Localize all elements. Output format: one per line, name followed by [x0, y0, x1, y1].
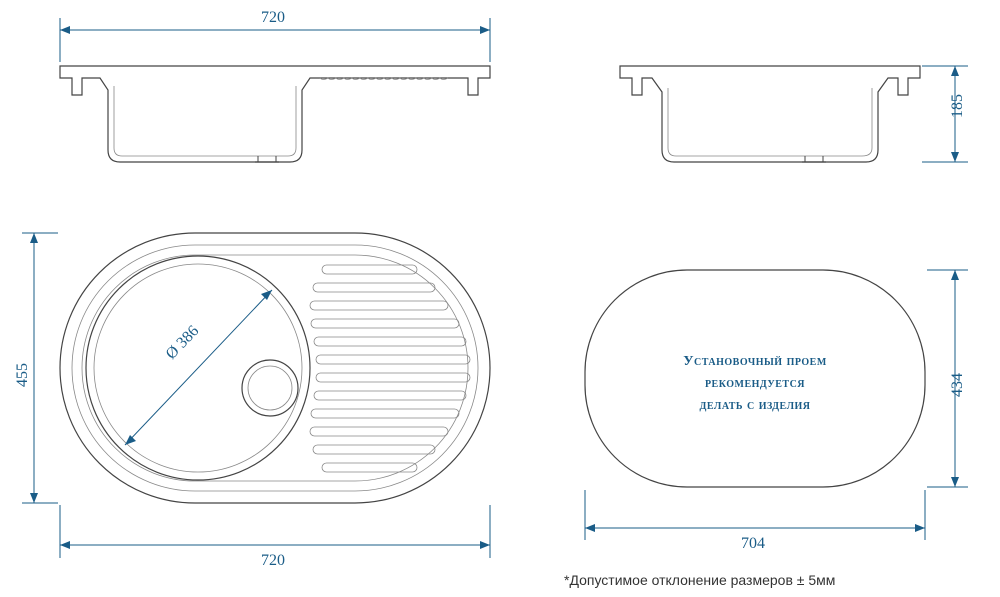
dim-cutout-height-label: 434 — [949, 373, 966, 397]
cutout-text-3: делать с изделия — [699, 398, 810, 413]
plan-view: 455 Ø 386 — [14, 233, 490, 569]
dim-plan-width-label: 720 — [261, 552, 285, 569]
front-profile-view: 720 — [60, 9, 490, 162]
dim-side-height-label: 185 — [949, 94, 966, 118]
dim-cutout-height: 434 — [927, 270, 968, 487]
cutout-view: Установочный проем рекомендуется делать … — [585, 270, 968, 552]
dim-bowl-label: Ø 386 — [163, 323, 203, 363]
dim-bowl-diameter: Ø 386 — [125, 290, 272, 445]
dim-plan-width: 720 — [60, 505, 490, 569]
dim-plan-height: 455 — [14, 233, 58, 503]
dim-plan-height-label: 455 — [14, 363, 31, 387]
plan-drainboard-ridges — [310, 265, 470, 472]
plan-outer — [60, 233, 490, 503]
dim-front-width: 720 — [60, 9, 490, 62]
cutout-text-1: Установочный проем — [683, 354, 827, 369]
side-outline — [620, 66, 920, 162]
plan-drain — [242, 360, 298, 416]
dim-front-width-label: 720 — [261, 9, 285, 26]
dim-cutout-width: 704 — [585, 490, 925, 552]
dim-cutout-width-label: 704 — [741, 535, 765, 552]
side-profile-view: 185 — [620, 66, 968, 162]
tolerance-note: *Допустимое отклонение размеров ± 5мм — [564, 572, 835, 588]
front-outline — [60, 66, 490, 162]
dim-side-height: 185 — [922, 66, 968, 162]
cutout-text-2: рекомендуется — [705, 376, 805, 391]
